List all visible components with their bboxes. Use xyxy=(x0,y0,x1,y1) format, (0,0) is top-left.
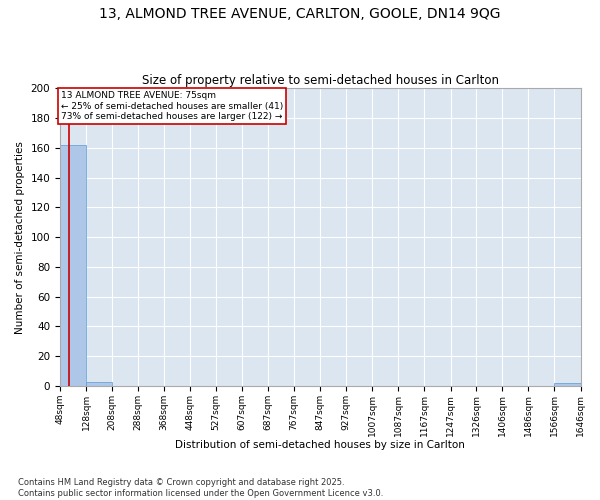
Bar xyxy=(554,383,581,386)
Title: Size of property relative to semi-detached houses in Carlton: Size of property relative to semi-detach… xyxy=(142,74,499,87)
Text: 13, ALMOND TREE AVENUE, CARLTON, GOOLE, DN14 9QG: 13, ALMOND TREE AVENUE, CARLTON, GOOLE, … xyxy=(99,8,501,22)
Bar xyxy=(60,145,86,386)
Y-axis label: Number of semi-detached properties: Number of semi-detached properties xyxy=(15,140,25,334)
Bar xyxy=(86,382,112,386)
X-axis label: Distribution of semi-detached houses by size in Carlton: Distribution of semi-detached houses by … xyxy=(175,440,465,450)
Text: 13 ALMOND TREE AVENUE: 75sqm
← 25% of semi-detached houses are smaller (41)
73% : 13 ALMOND TREE AVENUE: 75sqm ← 25% of se… xyxy=(61,91,283,121)
Text: Contains HM Land Registry data © Crown copyright and database right 2025.
Contai: Contains HM Land Registry data © Crown c… xyxy=(18,478,383,498)
